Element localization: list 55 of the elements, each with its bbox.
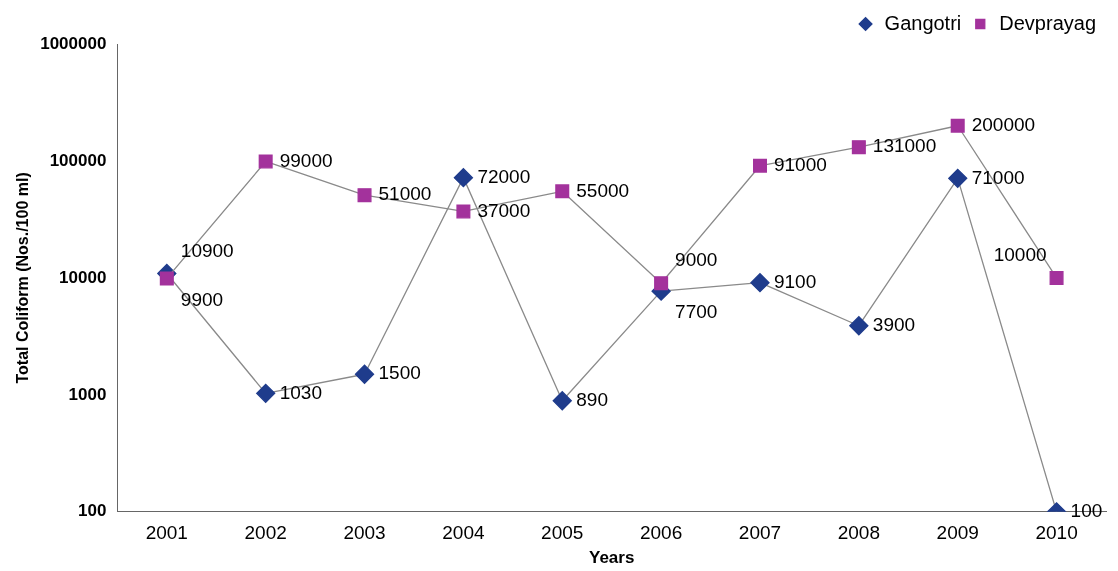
data-label: 51000 xyxy=(378,183,432,205)
data-label: 1500 xyxy=(378,362,421,384)
data-label: 91000 xyxy=(773,153,827,175)
point xyxy=(752,158,767,173)
x-tick-label: 2010 xyxy=(1035,522,1078,544)
data-label: 55000 xyxy=(576,179,630,201)
point xyxy=(1049,270,1064,285)
data-label: 3900 xyxy=(872,313,916,335)
data-label: 99000 xyxy=(279,149,333,171)
point xyxy=(456,204,471,219)
point xyxy=(159,271,174,286)
data-label: 71000 xyxy=(971,166,1025,188)
point xyxy=(555,184,570,199)
point xyxy=(256,383,276,403)
point xyxy=(357,188,372,203)
data-label: 200000 xyxy=(971,113,1036,135)
legend-label: Devprayag xyxy=(999,11,1096,34)
x-tick-label: 2007 xyxy=(738,522,782,544)
x-tick-label: 2001 xyxy=(145,522,188,544)
y-tick-label: 100 xyxy=(78,501,107,521)
point xyxy=(750,273,770,293)
point xyxy=(453,167,474,188)
x-tick-label: 2005 xyxy=(541,522,584,544)
y-tick-label: 1000 xyxy=(68,384,107,404)
data-label: 37000 xyxy=(477,199,531,221)
point xyxy=(851,140,866,155)
legend-label: Gangotri xyxy=(884,11,962,34)
point xyxy=(849,316,869,336)
y-tick-label: 100000 xyxy=(49,150,107,170)
point xyxy=(258,154,273,169)
data-label: 1030 xyxy=(279,381,322,403)
x-tick-label: 2004 xyxy=(442,522,485,544)
x-tick-label: 2003 xyxy=(343,522,386,544)
data-label: 10900 xyxy=(180,239,234,261)
data-label: 131000 xyxy=(872,135,937,157)
data-label: 890 xyxy=(576,389,608,410)
data-label: 9900 xyxy=(180,288,224,310)
point xyxy=(654,276,669,291)
x-tick-label: 2008 xyxy=(837,522,880,544)
y-tick-label: 1000000 xyxy=(40,33,107,53)
x-tick-label: 2009 xyxy=(936,522,979,544)
y-axis-title: Total Coliform (Nos./100 ml) xyxy=(14,172,32,384)
data-label: 10000 xyxy=(993,244,1047,266)
point xyxy=(354,364,375,384)
point xyxy=(552,391,572,411)
x-tick-label: 2002 xyxy=(244,522,287,544)
point xyxy=(948,168,968,188)
data-label: 9000 xyxy=(675,249,718,271)
data-label: 7700 xyxy=(675,301,718,323)
x-axis-title: Years xyxy=(589,548,635,568)
y-tick-label: 10000 xyxy=(59,267,107,287)
x-tick-label: 2006 xyxy=(639,522,683,544)
data-label: 9100 xyxy=(773,270,817,292)
data-label: 72000 xyxy=(477,165,531,187)
point xyxy=(950,118,965,133)
